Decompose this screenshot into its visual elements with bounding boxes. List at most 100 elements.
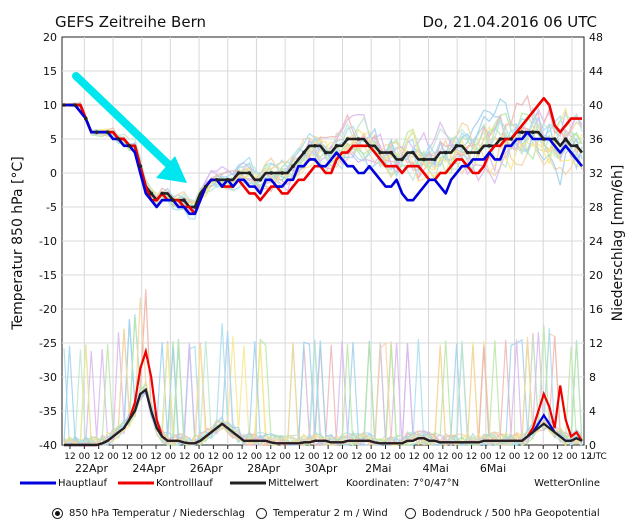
x-hour-label: 12 — [523, 452, 534, 462]
x-hour-label: 00 — [79, 452, 91, 462]
x-hour-label: 12 — [93, 452, 104, 462]
y-left-tick-label: 0 — [50, 167, 57, 180]
y-right-tick-label: 12 — [589, 337, 603, 350]
mean-point — [127, 144, 132, 148]
x-hour-label: 12 — [466, 452, 477, 462]
x-hour-label: 12 — [351, 452, 362, 462]
mean-point — [334, 144, 339, 148]
mean-point — [269, 171, 274, 175]
y-right-tick-label: 32 — [589, 167, 603, 180]
run-timestamp: Do, 21.04.2016 06 UTC — [422, 13, 597, 31]
radio-indicator[interactable] — [256, 508, 267, 519]
radio-label: Bodendruck / 500 hPa Geopotential — [422, 508, 600, 519]
x-hour-label: 12 — [408, 452, 419, 462]
mean-point — [400, 157, 404, 162]
mean-point — [411, 150, 415, 155]
y-right-tick-label: 20 — [589, 269, 603, 282]
radio-indicator[interactable] — [405, 508, 416, 519]
x-hour-label: 12 — [322, 452, 333, 462]
x-hour-label: 12 — [179, 452, 190, 462]
mean-point — [105, 130, 110, 134]
mean-point — [432, 157, 437, 162]
x-hour-label: 12 — [294, 452, 305, 462]
temperature-series — [62, 96, 584, 216]
y-right-tick-label: 16 — [589, 303, 603, 316]
x-date-label: 22Apr — [75, 462, 109, 475]
mean-point — [345, 137, 350, 141]
mean-point — [138, 164, 143, 168]
mean-point — [509, 137, 513, 141]
x-hour-label: 12 — [150, 452, 161, 462]
y-right-tick-label: 44 — [589, 65, 603, 78]
radio-indicator-selected[interactable] — [52, 508, 63, 519]
mean-point — [476, 150, 481, 155]
mean-point — [171, 198, 175, 202]
mean-point — [422, 157, 426, 162]
mean-point — [574, 144, 579, 148]
mean-point — [367, 144, 372, 148]
x-hour-label: 00 — [193, 452, 205, 462]
x-hour-label: 00 — [423, 452, 435, 462]
mean-point — [149, 191, 154, 196]
mean-point — [465, 150, 470, 155]
x-hour-label: 00 — [538, 452, 550, 462]
x-hour-label: 12 — [122, 452, 133, 462]
x-hour-label: 00 — [222, 452, 234, 462]
mean-point — [498, 137, 503, 141]
legend: Hauptlauf Kontrolllauf Mittelwert Koordi… — [20, 478, 600, 489]
y-right-tick-label: 8 — [589, 371, 596, 384]
x-hour-label: 12 — [236, 452, 247, 462]
x-hour-label: 12 — [380, 452, 391, 462]
x-hour-label: 12 — [64, 452, 75, 462]
mean-point — [563, 137, 568, 141]
y-left-tick-label: -5 — [46, 201, 57, 214]
trend-arrow — [72, 72, 187, 183]
mean-point — [62, 103, 66, 107]
x-hour-label: 00 — [279, 452, 291, 462]
mean-point — [236, 171, 241, 175]
y-right-tick-label: 36 — [589, 133, 603, 146]
mean-point — [378, 150, 383, 155]
x-hour-label: 00 — [308, 452, 320, 462]
x-hour-label: 00 — [136, 452, 148, 462]
mean-point — [291, 164, 295, 168]
x-hour-label: 00 — [251, 452, 263, 462]
y-left-tick-label: -35 — [39, 405, 57, 418]
x-hour-label: 00 — [480, 452, 492, 462]
meteogram-chart: GEFS Zeitreihe Bern Do, 21.04.2016 06 UT… — [10, 13, 626, 489]
radio-850hpa-temperature[interactable]: 850 hPa Temperatur / Niederschlag — [52, 508, 245, 519]
x-hour-label: 00 — [394, 452, 406, 462]
y-left-tick-label: 15 — [43, 65, 57, 78]
x-hour-label: 00 — [337, 452, 349, 462]
y-left-tick-label: -25 — [39, 337, 57, 350]
mean-point — [203, 184, 208, 189]
mean-point — [454, 144, 459, 148]
x-date-label: 24Apr — [132, 462, 166, 475]
radio-bodendruck-geopotential[interactable]: Bodendruck / 500 hPa Geopotential — [405, 508, 600, 519]
mean-point — [323, 150, 328, 155]
x-date-label: 4Mai — [423, 462, 449, 475]
precip-series — [64, 347, 583, 447]
temp-line — [64, 103, 584, 216]
mean-point — [247, 171, 252, 175]
y-right-tick-label: 28 — [589, 201, 603, 214]
x-hour-label: 12 — [552, 452, 563, 462]
x-hour-label: 12 — [581, 452, 592, 462]
legend-hauptlauf-label: Hauptlauf — [58, 478, 107, 489]
radio-label: Temperatur 2 m / Wind — [273, 508, 388, 519]
y-left-tick-label: 20 — [43, 31, 57, 44]
x-hour-label: 12 — [208, 452, 219, 462]
legend-kontrolllauf-label: Kontrolllauf — [156, 478, 213, 489]
y-right-tick-label: 0 — [589, 439, 596, 452]
radio-temperature-2m-wind[interactable]: Temperatur 2 m / Wind — [256, 508, 388, 519]
legend-mittelwert-label: Mittelwert — [268, 478, 319, 489]
y-left-tick-label: -10 — [39, 235, 57, 248]
y-left-tick-label: -40 — [39, 439, 57, 452]
x-hour-label: 00 — [365, 452, 377, 462]
y-left-tick-label: 10 — [43, 99, 57, 112]
mean-point — [182, 198, 186, 202]
precip-line — [64, 387, 583, 447]
mean-point — [542, 137, 546, 141]
x-hour-label: 00 — [566, 452, 578, 462]
mean-point — [531, 130, 535, 134]
